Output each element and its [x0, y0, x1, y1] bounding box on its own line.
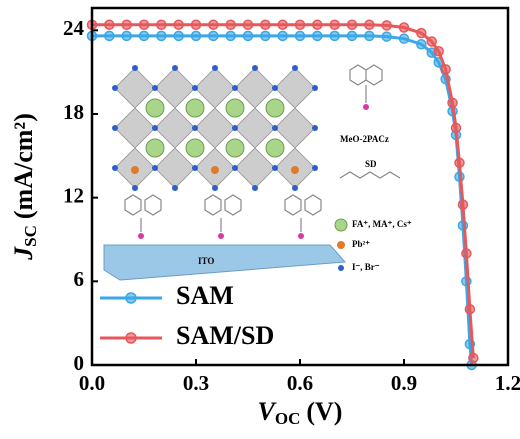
marker	[173, 30, 184, 42]
legend-sphere	[337, 241, 345, 249]
marker	[450, 122, 462, 134]
marker	[225, 19, 236, 30]
marker	[381, 20, 392, 31]
inset-label: ITO	[198, 256, 214, 266]
marker	[364, 30, 375, 42]
x-tick-label: 0.9	[391, 371, 417, 395]
marker	[173, 19, 184, 30]
octahedra	[114, 67, 316, 189]
legend-label: SAM	[176, 281, 234, 310]
inset-illustration: MeO-2PACz SD FA⁺, MA⁺, Cs⁺ Pb²⁺ I⁻, Br⁻ …	[103, 64, 412, 281]
marker	[447, 97, 458, 109]
y-tick-label: 18	[63, 100, 84, 124]
y-axis-label-part: SC	[21, 225, 40, 247]
marker	[440, 64, 451, 75]
phosphonic-groups	[138, 104, 369, 239]
marker	[208, 19, 219, 30]
legend-sphere	[334, 218, 348, 232]
marker	[329, 30, 340, 42]
y-tick-label: 24	[63, 16, 85, 40]
marker	[242, 30, 254, 42]
inset-label: I⁻, Br⁻	[352, 262, 380, 272]
marker	[329, 19, 340, 30]
legend-marker	[125, 332, 137, 344]
marker	[457, 199, 469, 210]
x-axis-label-part: OC	[275, 409, 301, 428]
y-axis-label: JSC (mA/cm²)	[9, 113, 40, 261]
marker	[346, 19, 358, 30]
legend-marker	[125, 292, 137, 304]
legend-label: SAM/SD	[176, 321, 274, 350]
lead-ions	[131, 166, 299, 174]
y-axis-label-part: J	[9, 246, 38, 261]
marker	[346, 30, 358, 42]
marker	[464, 303, 476, 315]
marker	[121, 19, 132, 30]
x-tick-label: 0.3	[183, 371, 209, 395]
marker	[156, 30, 167, 42]
marker	[398, 22, 410, 33]
marker	[260, 19, 271, 30]
marker	[104, 19, 115, 30]
marker	[381, 31, 392, 42]
inset-label: SD	[365, 159, 377, 169]
marker	[294, 30, 306, 42]
halides	[112, 65, 318, 191]
marker	[461, 248, 472, 259]
plot-frame	[90, 6, 510, 367]
marker	[121, 30, 132, 42]
marker	[190, 30, 202, 42]
marker	[138, 30, 150, 42]
inset-label: FA⁺, MA⁺, Cs⁺	[352, 219, 412, 229]
marker	[156, 19, 167, 30]
inset-label: Pb²⁺	[352, 239, 370, 249]
marker	[454, 157, 465, 169]
x-tick-label: 0.0	[79, 371, 105, 395]
marker	[208, 30, 219, 42]
marker	[416, 27, 427, 39]
sam-molecules	[124, 64, 401, 232]
marker	[138, 19, 150, 30]
x-axis-label: VOC (V)	[258, 397, 343, 428]
marker	[398, 33, 410, 44]
marker	[242, 19, 254, 30]
marker	[312, 19, 323, 30]
marker	[468, 352, 479, 364]
series-line	[92, 23, 475, 359]
y-tick-label: 0	[74, 351, 85, 375]
x-tick-label: 1.2	[495, 371, 520, 395]
x-axis-label-part: V	[258, 397, 278, 426]
marker	[277, 30, 288, 42]
inset-label: MeO-2PACz	[340, 134, 389, 144]
marker	[225, 30, 236, 42]
marker	[433, 45, 444, 57]
marker	[426, 36, 437, 47]
legend-sphere	[338, 265, 344, 271]
marker	[104, 30, 115, 42]
y-axis-label-part: (mA/cm²)	[9, 113, 38, 219]
y-tick-label: 12	[63, 183, 84, 207]
marker	[416, 39, 427, 50]
a-site-cations	[145, 98, 285, 158]
marker	[312, 30, 323, 42]
ito-slab	[103, 244, 347, 281]
y-tick-label: 6	[74, 267, 85, 291]
x-tick-label: 0.6	[287, 371, 313, 395]
marker	[190, 19, 202, 30]
marker	[260, 30, 271, 42]
x-axis-label-part: (V)	[306, 397, 342, 426]
marker	[277, 19, 288, 30]
marker	[294, 19, 306, 30]
marker	[364, 19, 375, 30]
